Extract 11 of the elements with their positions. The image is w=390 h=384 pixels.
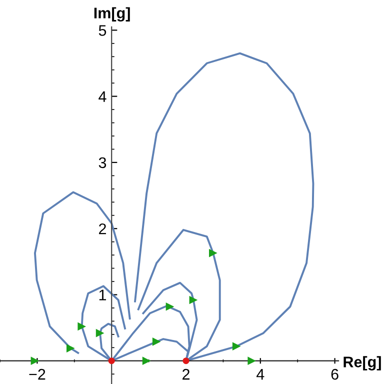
x-axis-title: Re[g] xyxy=(344,356,381,370)
x-tick-label: 2 xyxy=(182,368,190,380)
y-tick-label: 5 xyxy=(98,25,106,36)
x-tick-label: 6 xyxy=(331,368,338,380)
y-axis-title: Im[g] xyxy=(94,7,130,22)
y-tick-label: 4 xyxy=(98,91,106,102)
x-tick-label: −2 xyxy=(29,368,46,380)
y-tick-label: 2 xyxy=(99,223,106,234)
y-tick-label: 3 xyxy=(98,157,106,168)
y-tick-label: 1 xyxy=(99,290,106,300)
x-tick-label: 4 xyxy=(256,369,264,380)
